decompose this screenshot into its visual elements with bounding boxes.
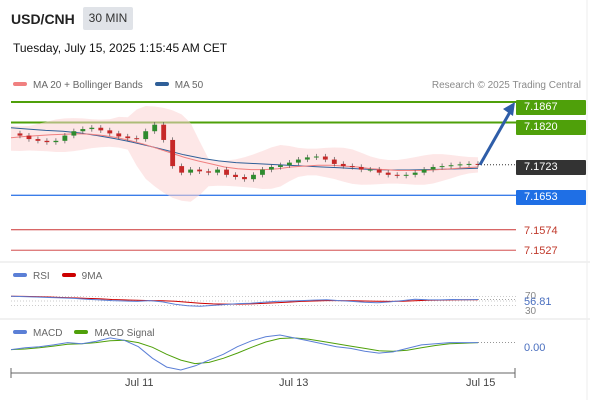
macd-legend-label: MACD xyxy=(33,328,63,339)
candle-body xyxy=(304,157,310,160)
rsi-legend: RSI 9MA xyxy=(13,271,102,282)
level-tag-target-1: 7.1820 xyxy=(516,120,586,135)
candle-body xyxy=(385,172,391,175)
ma20-line xyxy=(10,133,479,171)
x-tick-jul-11: Jul 11 xyxy=(125,377,154,389)
candle-body xyxy=(457,164,463,166)
candle-body xyxy=(448,165,454,167)
candle-body xyxy=(26,135,32,140)
research-credit: Research © 2025 Trading Central xyxy=(431,80,581,91)
candle-body xyxy=(403,174,409,176)
candle-body xyxy=(277,165,283,167)
candle-body xyxy=(215,169,220,173)
rsi-level-30: 30 xyxy=(525,306,537,317)
candle-body xyxy=(233,174,238,177)
candle-body xyxy=(152,124,158,132)
candle-body xyxy=(349,166,355,168)
rsi-swatch xyxy=(13,273,27,278)
rsi-ma-swatch xyxy=(61,273,76,278)
candle-body xyxy=(62,135,68,141)
macd-signal-legend-label: MACD Signal xyxy=(94,328,155,339)
candle-body xyxy=(125,136,131,139)
timestamp: Tuesday, July 15, 2025 1:15:45 AM CET xyxy=(13,41,228,55)
macd-current-value: 0.00 xyxy=(524,342,546,354)
candle-body xyxy=(224,169,229,175)
candle-body xyxy=(394,174,400,176)
candle-body xyxy=(430,166,436,170)
symbol-title: USD/CNH xyxy=(11,11,75,27)
ma50-swatch xyxy=(154,82,169,87)
candle-body xyxy=(170,139,176,167)
bollinger-band xyxy=(11,106,478,202)
candle-body xyxy=(242,177,247,180)
candle-body xyxy=(269,166,274,170)
candle-body xyxy=(466,163,472,165)
level-tag-target-2: 7.1867 xyxy=(516,100,586,115)
macd-signal-line xyxy=(10,337,479,365)
candle-body xyxy=(313,156,319,158)
candle-body xyxy=(439,166,445,168)
candle-body xyxy=(179,166,185,173)
x-tick-jul-13: Jul 13 xyxy=(279,377,309,389)
rsi-current-value: 56.81 xyxy=(524,296,552,308)
candle-body xyxy=(412,172,418,175)
ma50-legend-label: MA 50 xyxy=(174,80,204,91)
level-label-support-2: 7.1527 xyxy=(524,245,558,257)
candle-body xyxy=(71,131,77,136)
macd-swatch xyxy=(13,330,27,335)
candle-body xyxy=(286,162,292,166)
candle-body xyxy=(340,163,346,167)
candle-body xyxy=(260,169,265,175)
candle-body xyxy=(80,129,86,132)
level-tag-pivot: 7.1653 xyxy=(516,190,586,205)
forecast-arrowhead xyxy=(503,102,515,117)
candle-body xyxy=(35,139,41,141)
candle-body xyxy=(206,171,212,173)
candle-body xyxy=(322,156,328,160)
candle-body xyxy=(53,140,59,143)
candle-body xyxy=(98,127,104,131)
rsi-line xyxy=(10,295,479,307)
rsi-ma-legend-label: 9MA xyxy=(81,271,103,282)
macd-legend: MACD MACD Signal xyxy=(13,328,154,339)
candle-body xyxy=(17,133,23,136)
price-legend: MA 20 + Bollinger Bands MA 50 xyxy=(13,80,203,91)
candle-body xyxy=(143,131,149,140)
ma20-swatch xyxy=(13,82,27,87)
rsi-level-70: 70 xyxy=(525,291,537,302)
ma20-legend-label: MA 20 + Bollinger Bands xyxy=(33,80,143,91)
candle-body xyxy=(107,130,113,134)
current-price-tag: 7.1723 xyxy=(516,160,586,175)
candle-body xyxy=(358,166,364,170)
candle-body xyxy=(376,169,382,173)
macd-line xyxy=(10,334,478,371)
level-label-support-1: 7.1574 xyxy=(524,225,558,237)
macd-signal-swatch xyxy=(74,330,89,335)
candle-body xyxy=(44,140,50,143)
x-tick-jul-15: Jul 15 xyxy=(466,377,496,389)
candle-body xyxy=(89,127,95,130)
candle-body xyxy=(251,174,256,180)
candle-body xyxy=(134,138,140,140)
candle-body xyxy=(161,124,167,140)
candle-body xyxy=(295,159,301,163)
candle-body xyxy=(367,169,373,171)
candle-body xyxy=(197,169,203,172)
rsi-legend-label: RSI xyxy=(33,271,50,282)
forecast-arrow-shaft xyxy=(478,111,512,166)
candle-body xyxy=(421,169,427,173)
timeframe-badge[interactable]: 30 MIN xyxy=(83,7,133,30)
candle-body xyxy=(116,133,122,137)
candle-body xyxy=(331,159,337,164)
candle-body xyxy=(188,169,194,173)
